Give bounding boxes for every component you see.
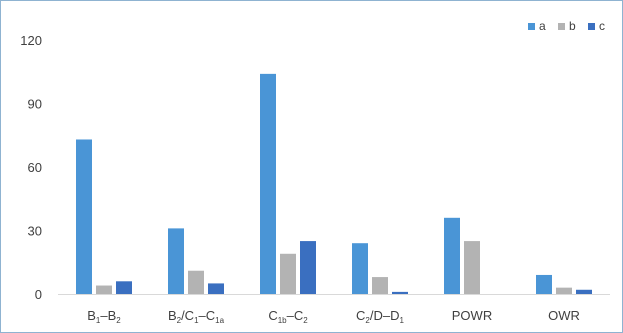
x-tick-label-part: B xyxy=(168,308,177,323)
x-tick-label-part: –B xyxy=(100,308,116,323)
x-tick-label-part: C xyxy=(268,308,277,323)
legend-swatch-a xyxy=(528,23,535,30)
x-tick-label-part: /D–D xyxy=(370,308,400,323)
x-tick-label-part: 2 xyxy=(177,316,182,325)
x-tick-label: B1–B2 xyxy=(87,308,121,325)
bar-b-0 xyxy=(96,285,112,294)
x-tick-label-part: 1a xyxy=(215,316,224,325)
x-tick-label-part: /C xyxy=(181,308,194,323)
bar-b-1 xyxy=(188,270,204,294)
x-tick-label-part: –C xyxy=(199,308,216,323)
y-tick-label: 0 xyxy=(35,287,42,302)
x-tick-label-part: POWR xyxy=(452,308,492,323)
bar-a-2 xyxy=(260,73,276,294)
bar-a-4 xyxy=(444,217,460,294)
x-tick-label-part: 2 xyxy=(303,316,308,325)
x-tick-label-part: OWR xyxy=(548,308,580,323)
bar-c-3 xyxy=(392,291,408,294)
x-tick-label-part: B xyxy=(87,308,96,323)
bar-b-3 xyxy=(372,277,388,294)
bar-a-3 xyxy=(352,243,368,294)
bar-b-2 xyxy=(280,253,296,294)
x-tick-label-part: 1 xyxy=(194,316,199,325)
legend-swatch-b xyxy=(558,23,565,30)
x-tick-label: C2/D–D1 xyxy=(356,308,404,325)
x-tick-label: C1b–C2 xyxy=(268,308,308,325)
bar-b-5 xyxy=(556,287,572,294)
bar-a-1 xyxy=(168,228,184,294)
bar-c-5 xyxy=(576,289,592,294)
x-tick-label-part: C xyxy=(356,308,365,323)
bar-c-0 xyxy=(116,281,132,294)
bar-b-4 xyxy=(464,241,480,294)
legend-label-a: a xyxy=(539,19,546,33)
bar-c-2 xyxy=(300,241,316,294)
legend-label-b: b xyxy=(569,19,576,33)
x-tick-label-part: –C xyxy=(287,308,304,323)
y-tick-label: 120 xyxy=(20,33,42,48)
bar-a-5 xyxy=(536,274,552,294)
bar-a-0 xyxy=(76,139,92,294)
x-tick-label-part: 1 xyxy=(96,316,101,325)
y-tick-label: 90 xyxy=(28,97,42,112)
x-tick-label-part: 1b xyxy=(278,316,287,325)
legend-swatch-c xyxy=(588,23,595,30)
bar-c-1 xyxy=(208,283,224,294)
y-tick-label: 60 xyxy=(28,160,42,175)
legend-label-c: c xyxy=(599,19,605,33)
x-tick-label-part: 2 xyxy=(365,316,370,325)
y-tick-label: 30 xyxy=(28,224,42,239)
x-tick-label: POWR xyxy=(452,308,492,323)
x-tick-label: OWR xyxy=(548,308,580,323)
x-tick-label: B2/C1–C1a xyxy=(168,308,225,325)
x-tick-label-part: 1 xyxy=(400,316,405,325)
x-tick-label-part: 2 xyxy=(116,316,121,325)
